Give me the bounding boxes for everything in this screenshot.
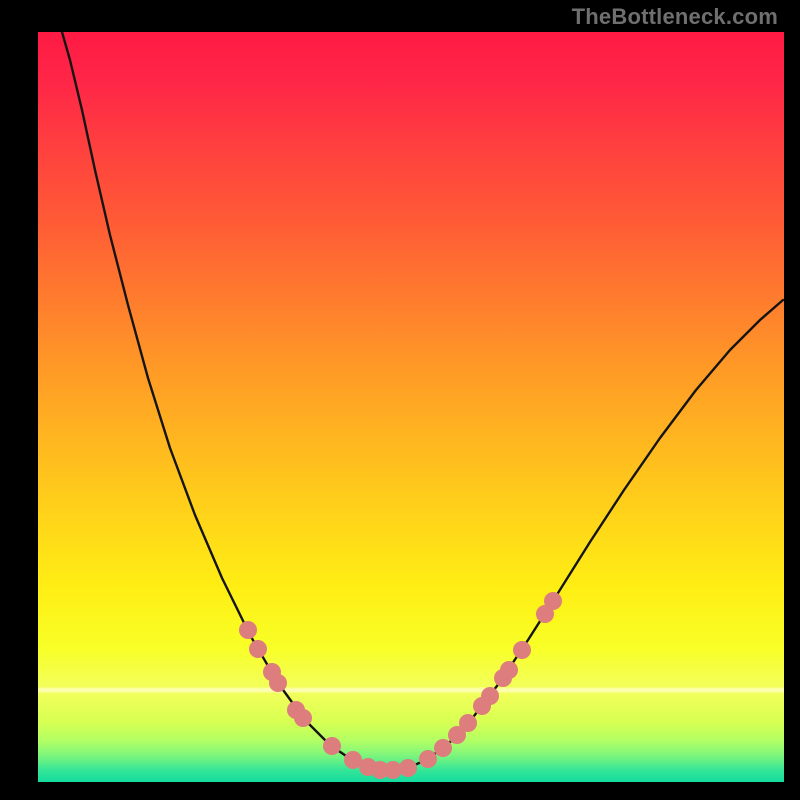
watermark-text: TheBottleneck.com: [572, 4, 778, 30]
outer-frame: TheBottleneck.com: [0, 0, 800, 800]
data-marker: [481, 687, 499, 705]
data-marker: [294, 709, 312, 727]
data-marker: [459, 714, 477, 732]
data-marker: [434, 739, 452, 757]
data-marker: [513, 641, 531, 659]
plot-area: [38, 32, 784, 782]
data-marker: [399, 759, 417, 777]
data-marker: [500, 661, 518, 679]
data-marker: [239, 621, 257, 639]
data-marker: [419, 750, 437, 768]
data-marker: [323, 737, 341, 755]
chart-svg: [38, 32, 784, 782]
data-marker: [544, 592, 562, 610]
gradient-background: [38, 32, 784, 782]
data-marker: [269, 674, 287, 692]
data-marker: [249, 640, 267, 658]
